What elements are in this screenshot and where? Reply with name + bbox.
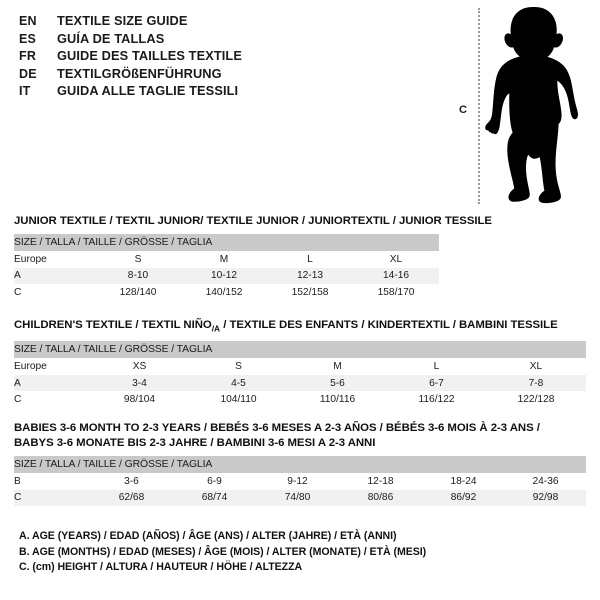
cell-value: 158/170 [353,284,439,301]
cell-value: 4-5 [189,374,288,392]
cell-value: 10-12 [181,267,267,285]
language-title-es: GUÍA DE TALLAS [57,30,165,46]
size-table-junior: SIZE / TALLA / TAILLE / GRÖSSE / TAGLIA … [14,234,439,301]
cell-value: M [288,358,387,375]
heading-text-pre: CHILDREN'S TEXTILE / TEXTIL NIÑO [14,319,212,331]
table-row-band-header: SIZE / TALLA / TAILLE / GRÖSSE / TAGLIA [14,234,439,251]
language-code-en: EN [19,14,37,28]
cell-value: XL [353,251,439,268]
size-table-children: SIZE / TALLA / TAILLE / GRÖSSE / TAGLIA … [14,341,586,409]
table-row: C 62/68 68/74 74/80 80/86 86/92 92/98 [14,489,586,507]
section-heading-children: CHILDREN'S TEXTILE / TEXTIL NIÑO/A / TEX… [14,318,586,336]
cell-value: S [95,251,181,268]
cell-value: 110/116 [288,391,387,409]
cell-value: 128/140 [95,284,181,301]
cell-value: 116/122 [387,391,486,409]
cell-value: 3-4 [90,374,189,392]
language-row-en: EN TEXTILE SIZE GUIDE [19,13,439,31]
cell-value: S [189,358,288,375]
legend-line-c: C. (cm) HEIGHT / ALTURA / HAUTEUR / HÖHE… [19,561,303,574]
cell-value: 92/98 [505,489,586,507]
section-heading-babies: BABIES 3-6 MONTH TO 2-3 YEARS / BEBÉS 3-… [14,421,586,451]
row-label: C [14,391,90,409]
cell-value: 6-9 [173,473,256,490]
language-code-it: IT [19,84,31,99]
language-code-es: ES [19,31,37,46]
table-row-band-header: SIZE / TALLA / TAILLE / GRÖSSE / TAGLIA [14,456,586,473]
legend-line-b: B. AGE (MONTHS) / EDAD (MESES) / ÂGE (MO… [19,545,427,558]
row-label: C [14,284,95,301]
cell-value: 12-18 [339,473,422,490]
cell-value: 80/86 [339,489,422,507]
row-label: A [14,374,90,392]
cell-value: 3-6 [90,473,173,490]
size-band-label-junior: SIZE / TALLA / TAILLE / GRÖSSE / TAGLIA [14,234,439,251]
section-heading-junior: JUNIOR TEXTILE / TEXTIL JUNIOR/ TEXTILE … [14,215,492,227]
language-row-de: DE TEXTILGRÖßENFÜHRUNG [19,66,439,84]
height-dashed-line [478,8,480,204]
cell-value: 98/104 [90,391,189,409]
table-row: B 3-6 6-9 9-12 12-18 18-24 24-36 [14,473,586,490]
language-title-de: TEXTILGRÖßENFÜHRUNG [57,65,222,81]
section-junior-textile: JUNIOR TEXTILE / TEXTIL JUNIOR/ TEXTILE … [14,214,492,301]
language-title-en: TEXTILE SIZE GUIDE [57,13,188,28]
table-row: A 8-10 10-12 12-13 14-16 [14,267,439,285]
size-band-label-children: SIZE / TALLA / TAILLE / GRÖSSE / TAGLIA [14,341,586,359]
language-row-it: IT GUIDA ALLE TAGLIE TESSILI [19,83,439,101]
cell-value: 86/92 [422,489,505,507]
cell-value: 7-8 [486,374,586,392]
cell-value: 12-13 [267,267,353,285]
measurement-legend: A. AGE (YEARS) / EDAD (AÑOS) / ÂGE (ANS)… [19,529,579,576]
section-heading-babies-line1: BABIES 3-6 MONTH TO 2-3 YEARS / BEBÉS 3-… [14,422,540,434]
table-row: A 3-4 4-5 5-6 6-7 7-8 [14,374,586,392]
cell-value: 18-24 [422,473,505,490]
language-title-it: GUIDA ALLE TAGLIE TESSILI [57,83,239,99]
cell-value: L [387,358,486,375]
language-row-fr: FR GUIDE DES TAILLES TEXTILE [19,48,439,66]
legend-line-a: A. AGE (YEARS) / EDAD (AÑOS) / ÂGE (ANS)… [19,530,397,542]
row-label: C [14,489,90,507]
cell-value: L [267,251,353,268]
cell-value: 9-12 [256,473,339,490]
section-heading-babies-line2: BABYS 3-6 MONATE BIS 2-3 JAHRE / BAMBINI… [14,437,376,449]
cell-value: 68/74 [173,489,256,507]
cell-value: 6-7 [387,374,486,392]
cell-value: 140/152 [181,284,267,301]
row-label: Europe [14,358,90,375]
section-childrens-textile: CHILDREN'S TEXTILE / TEXTIL NIÑO/A / TEX… [14,318,586,409]
row-label: Europe [14,251,95,268]
heading-text-sub: /A [211,323,221,334]
language-code-fr: FR [19,49,37,64]
language-title-fr: GUIDE DES TAILLES TEXTILE [57,48,242,64]
cell-value: 74/80 [256,489,339,507]
heading-text-post: / TEXTILE DES ENFANTS / KINDERTEXTIL / B… [220,319,558,331]
cell-value: 152/158 [267,284,353,301]
table-row: Europe XS S M L XL [14,358,586,375]
cell-value: 5-6 [288,374,387,392]
table-row: C 98/104 104/110 110/116 116/122 122/128 [14,391,586,409]
table-row: Europe S M L XL [14,251,439,268]
language-title-block: EN TEXTILE SIZE GUIDE ES GUÍA DE TALLAS … [19,13,439,101]
cell-value: 14-16 [353,267,439,285]
section-babies-textile: BABIES 3-6 MONTH TO 2-3 YEARS / BEBÉS 3-… [14,421,586,507]
toddler-silhouette-icon [485,7,578,204]
table-row-band-header: SIZE / TALLA / TAILLE / GRÖSSE / TAGLIA [14,341,586,359]
cell-value: 104/110 [189,391,288,409]
language-row-es: ES GUÍA DE TALLAS [19,31,439,49]
cell-value: 62/68 [90,489,173,507]
cell-value: 122/128 [486,391,586,409]
language-code-de: DE [19,66,37,81]
cell-value: XL [486,358,586,375]
height-marker-label: C [459,104,467,116]
cell-value: 8-10 [95,267,181,285]
cell-value: XS [90,358,189,375]
table-row: C 128/140 140/152 152/158 158/170 [14,284,439,301]
row-label: B [14,473,90,490]
row-label: A [14,267,95,285]
size-band-label-babies: SIZE / TALLA / TAILLE / GRÖSSE / TAGLIA [14,456,586,473]
cell-value: 24-36 [505,473,586,490]
size-table-babies: SIZE / TALLA / TAILLE / GRÖSSE / TAGLIA … [14,456,586,507]
height-measurement-figure: C [450,0,600,212]
cell-value: M [181,251,267,268]
